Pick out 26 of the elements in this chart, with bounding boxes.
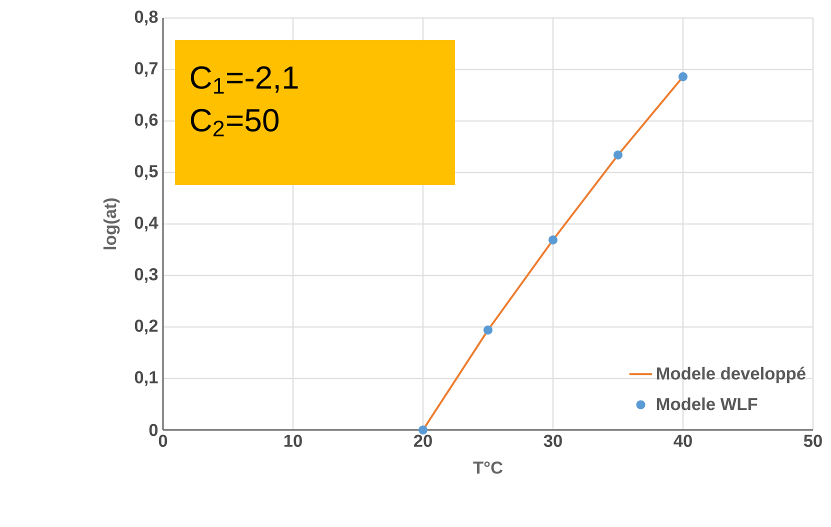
x-axis-title: T°C — [473, 461, 503, 474]
annotation: C$_{1}$=-2,1 — [190, 66, 298, 94]
y-tick-label: 0 — [149, 424, 158, 436]
y-tick-label: 0,3 — [134, 268, 158, 283]
x-tick-label: 30 — [544, 434, 562, 447]
y-tick-label: 0,4 — [134, 216, 158, 232]
point — [548, 235, 558, 244]
x-tick-label: 20 — [414, 434, 432, 447]
y-tick-label: 0,1 — [134, 371, 158, 386]
y-axis-title: log(at) — [103, 198, 120, 250]
y-tick-label: 0,7 — [134, 62, 158, 77]
x-tick-label: 50 — [804, 434, 822, 447]
x-tick-label: 0 — [158, 434, 168, 447]
y-tick-label: 0,6 — [134, 114, 158, 128]
y-tick-label: 0,8 — [134, 10, 158, 26]
point — [483, 326, 493, 335]
point — [613, 150, 623, 160]
annotation: C$_{2}$=50 — [190, 108, 279, 136]
x-tick-label: 40 — [674, 434, 692, 447]
x-tick-label: 10 — [284, 434, 302, 447]
y-tick-label: 0,2 — [134, 320, 158, 334]
y-tick-label: 0,5 — [134, 165, 158, 180]
legend-label: Modele developpé — [656, 366, 806, 384]
point — [418, 425, 428, 435]
point — [678, 72, 688, 82]
legend-label: Modele WLF — [656, 397, 758, 410]
